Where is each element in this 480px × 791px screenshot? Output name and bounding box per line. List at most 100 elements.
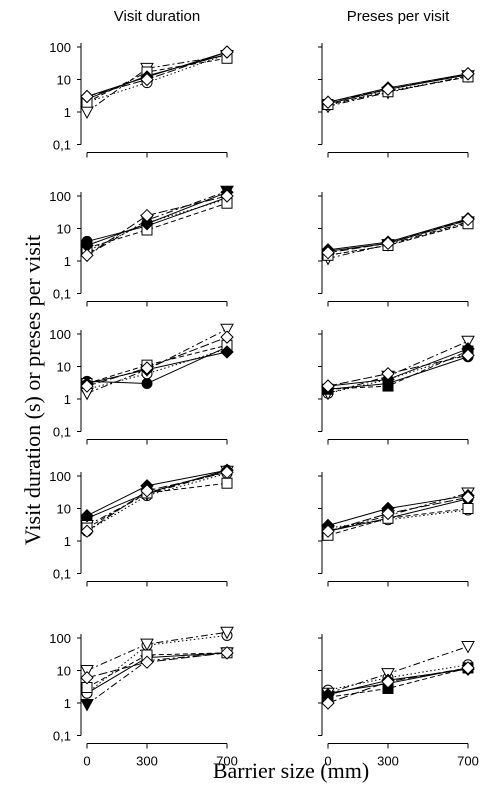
panel-title: Preses per visit	[347, 8, 450, 25]
panel-r1-c1: 100 10 1 0,1 Visit duration	[49, 8, 234, 158]
y-tick-label: 1	[64, 254, 71, 269]
y-tick-label: 0,1	[53, 287, 71, 302]
series-line	[86, 54, 228, 113]
data-point	[381, 82, 395, 96]
data-point	[381, 236, 395, 251]
panel-r4-c2	[318, 472, 475, 587]
data-point	[461, 67, 475, 81]
data-point	[140, 484, 154, 498]
data-point	[80, 665, 94, 678]
y-tick-label: 100	[49, 631, 71, 646]
y-tick-label: 100	[49, 327, 71, 342]
data-point	[140, 217, 154, 231]
y-tick-label: 100	[49, 469, 71, 484]
data-point	[220, 646, 234, 660]
x-tick-label: 0	[83, 754, 90, 769]
x-tick-label: 700	[457, 754, 479, 769]
panel-r4-c1: 100 10 1 0,1	[49, 463, 234, 587]
data-point	[220, 189, 234, 203]
data-point	[80, 524, 94, 538]
x-tick-label: 300	[377, 754, 399, 769]
y-tick-label: 100	[49, 40, 71, 55]
data-point	[80, 509, 94, 523]
panel-r2-c1: 100 10 1 0,1	[49, 185, 234, 307]
series-line	[327, 73, 469, 103]
series-line	[327, 74, 469, 105]
series-line	[86, 198, 228, 252]
data-point	[321, 245, 335, 260]
y-tick-label: 10	[57, 664, 71, 679]
series-line	[86, 51, 228, 97]
data-point	[140, 72, 154, 87]
series-line	[86, 652, 228, 688]
y-tick-label: 1	[64, 105, 71, 120]
y-tick-label: 0,1	[53, 138, 71, 153]
data-point	[80, 248, 94, 262]
y-tick-label: 1	[64, 696, 71, 711]
series-line	[86, 195, 228, 256]
y-tick-label: 100	[49, 189, 71, 204]
series-line	[86, 348, 228, 390]
series-line	[86, 202, 228, 249]
series-line	[86, 652, 228, 694]
series-line	[86, 53, 228, 103]
series-line	[86, 190, 228, 256]
panel-r2-c2	[318, 192, 475, 307]
series-line	[327, 508, 469, 536]
data-point	[462, 503, 474, 514]
data-point	[80, 379, 94, 393]
data-point	[140, 638, 154, 652]
data-point	[321, 696, 335, 710]
y-axis-label: Visit duration (s) or preses per visit	[20, 235, 45, 545]
y-tick-label: 10	[57, 222, 71, 237]
y-tick-label: 10	[57, 73, 71, 88]
series-line	[86, 472, 228, 532]
x-tick-label: 700	[216, 754, 238, 769]
data-point	[381, 367, 395, 381]
panel-r5-c2: 0 300 700	[318, 634, 479, 769]
panel-r3-c2	[318, 330, 475, 445]
series-line	[86, 191, 228, 246]
x-tick-label: 0	[324, 754, 331, 769]
data-point	[220, 330, 234, 344]
series-line	[327, 664, 469, 691]
data-point	[141, 377, 153, 389]
data-point	[140, 361, 154, 375]
y-tick-label: 10	[57, 360, 71, 375]
series-line	[86, 57, 228, 103]
y-tick-label: 0,1	[53, 567, 71, 582]
data-point	[461, 335, 475, 349]
data-point	[321, 524, 335, 538]
panel-r3-c1: 100 10 1 0,1	[49, 323, 234, 445]
panel-r5-c1: 100 10 1 0,1 0 300 700	[49, 626, 238, 769]
data-point	[220, 465, 234, 480]
data-point	[220, 626, 234, 640]
data-point	[321, 95, 335, 109]
y-tick-label: 1	[64, 392, 71, 407]
series-line	[327, 218, 469, 251]
series-line	[86, 328, 228, 394]
data-point	[381, 675, 395, 689]
data-point	[461, 640, 475, 654]
data-point	[140, 208, 154, 223]
y-tick-label: 10	[57, 502, 71, 517]
series-line	[327, 340, 469, 394]
data-point	[220, 45, 234, 59]
series-line	[86, 482, 228, 529]
series-line	[327, 495, 469, 526]
data-point	[80, 671, 94, 685]
data-point	[220, 323, 234, 337]
data-point	[461, 212, 475, 227]
series-line	[86, 344, 228, 384]
x-tick-label: 300	[136, 754, 158, 769]
data-point	[381, 506, 395, 521]
data-point	[461, 490, 475, 505]
data-point	[220, 345, 234, 359]
data-point	[461, 661, 475, 675]
data-point	[461, 348, 475, 363]
panel-title: Visit duration	[114, 8, 200, 25]
x-axis-label: Barrier size (mm)	[213, 758, 369, 783]
series-line	[86, 634, 228, 694]
